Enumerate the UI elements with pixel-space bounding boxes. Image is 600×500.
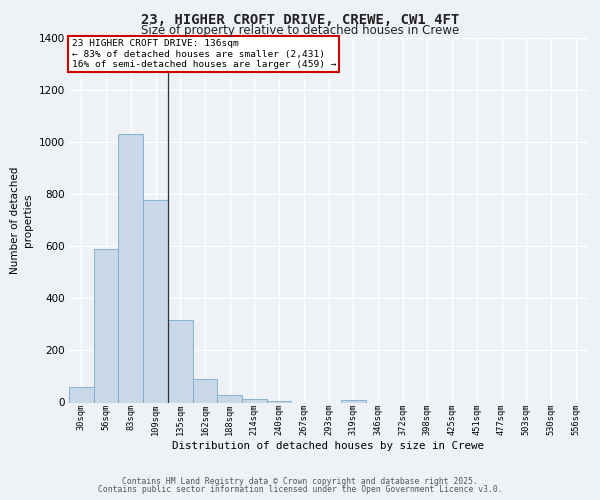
Bar: [267, 401, 292, 402]
Y-axis label: Number of detached
properties: Number of detached properties: [10, 166, 33, 274]
Bar: [193, 379, 217, 402]
Bar: [118, 134, 143, 402]
Bar: [69, 387, 94, 402]
Bar: [143, 200, 168, 402]
Text: Contains public sector information licensed under the Open Government Licence v3: Contains public sector information licen…: [98, 484, 502, 494]
X-axis label: Distribution of detached houses by size in Crewe: Distribution of detached houses by size …: [173, 441, 485, 451]
Bar: [217, 394, 242, 402]
Bar: [242, 398, 267, 402]
Bar: [341, 400, 365, 402]
Text: 23 HIGHER CROFT DRIVE: 136sqm
← 83% of detached houses are smaller (2,431)
16% o: 23 HIGHER CROFT DRIVE: 136sqm ← 83% of d…: [71, 40, 336, 69]
Bar: [94, 248, 118, 402]
Text: Contains HM Land Registry data © Crown copyright and database right 2025.: Contains HM Land Registry data © Crown c…: [122, 477, 478, 486]
Bar: [168, 320, 193, 402]
Text: 23, HIGHER CROFT DRIVE, CREWE, CW1 4FT: 23, HIGHER CROFT DRIVE, CREWE, CW1 4FT: [141, 12, 459, 26]
Text: Size of property relative to detached houses in Crewe: Size of property relative to detached ho…: [141, 24, 459, 37]
